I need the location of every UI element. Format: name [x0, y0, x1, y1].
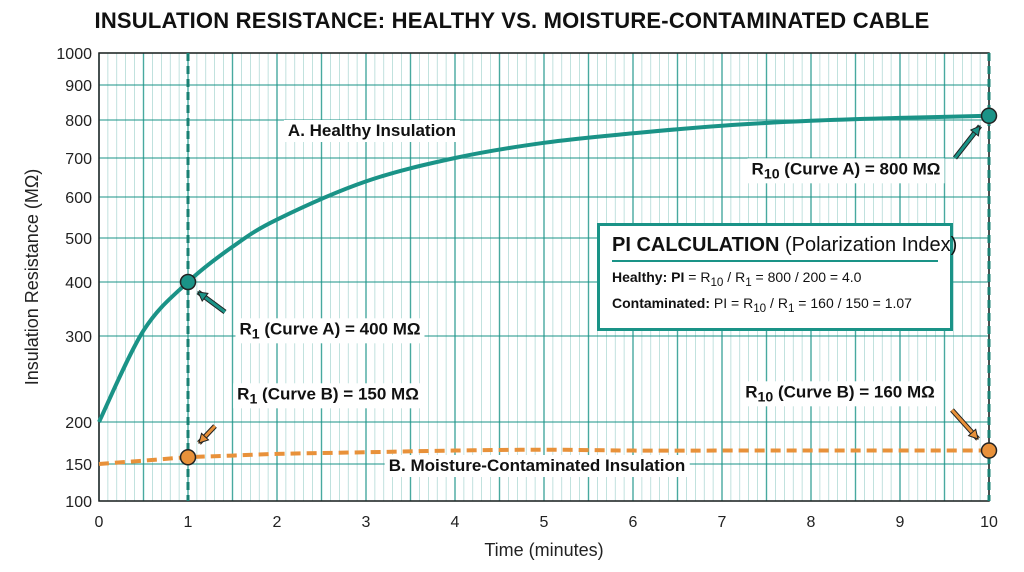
pi-calculation-box: PI CALCULATION (Polarization Index) Heal… — [597, 223, 957, 331]
pi-contaminated-line: Contaminated: PI = R10 / R1 = 160 / 150 … — [612, 294, 912, 315]
y-tick-label: 500 — [65, 231, 92, 248]
annotation-r1-a: R1 (Curve A) = 400 MΩ — [235, 318, 425, 344]
arrow-r10-a-head — [969, 125, 981, 137]
x-tick-label: 4 — [451, 514, 460, 531]
x-tick-label: 0 — [95, 514, 104, 531]
pi-healthy-line: Healthy: PI = R10 / R1 = 800 / 200 = 4.0 — [612, 269, 862, 289]
x-tick-label: 8 — [807, 514, 816, 531]
data-point-a — [179, 273, 197, 291]
y-tick-label: 300 — [65, 329, 92, 346]
y-tick-label: 800 — [65, 113, 92, 130]
x-tick-label: 5 — [540, 514, 549, 531]
data-point-a — [980, 107, 998, 125]
series-label-a: A. Healthy Insulation — [283, 120, 461, 142]
y-tick-label: 1000 — [56, 46, 92, 63]
y-tick-label: 600 — [65, 190, 92, 207]
x-tick-label: 7 — [718, 514, 727, 531]
arrow-r10-b-head — [967, 428, 979, 440]
arrow-r1-a-head — [197, 291, 209, 303]
y-tick-label: 700 — [65, 151, 92, 168]
y-tick-label: 900 — [65, 78, 92, 95]
y-tick-label: 100 — [65, 494, 92, 511]
x-axis-label: Time (minutes) — [484, 540, 603, 560]
y-tick-label: 400 — [65, 275, 92, 292]
y-axis-label: Insulation Resistance (MΩ) — [22, 169, 42, 386]
x-tick-label: 1 — [184, 514, 193, 531]
x-tick-label: 6 — [629, 514, 638, 531]
x-tick-label: 3 — [362, 514, 371, 531]
data-point-b — [980, 442, 998, 459]
pi-box-title: PI CALCULATION (Polarization Index) — [612, 234, 957, 262]
series-line-b — [98, 447, 989, 466]
x-tick-label: 10 — [980, 514, 998, 531]
series-label-b: B. Moisture-Contaminated Insulation — [384, 455, 690, 477]
chart-title: INSULATION RESISTANCE: HEALTHY VS. MOIST… — [94, 8, 930, 33]
y-tick-label: 150 — [65, 457, 92, 474]
annotation-r1-b: R1 (Curve B) = 150 MΩ — [233, 383, 423, 409]
y-tick-label: 200 — [65, 415, 92, 432]
annotation-r10-b: R10 (Curve B) = 160 MΩ — [741, 381, 939, 407]
annotation-r10-a: R10 (Curve A) = 800 MΩ — [747, 158, 945, 184]
data-point-b — [179, 449, 197, 466]
arrow-r1-b-head — [198, 432, 210, 444]
x-tick-label: 2 — [273, 514, 282, 531]
x-tick-label: 9 — [896, 514, 905, 531]
